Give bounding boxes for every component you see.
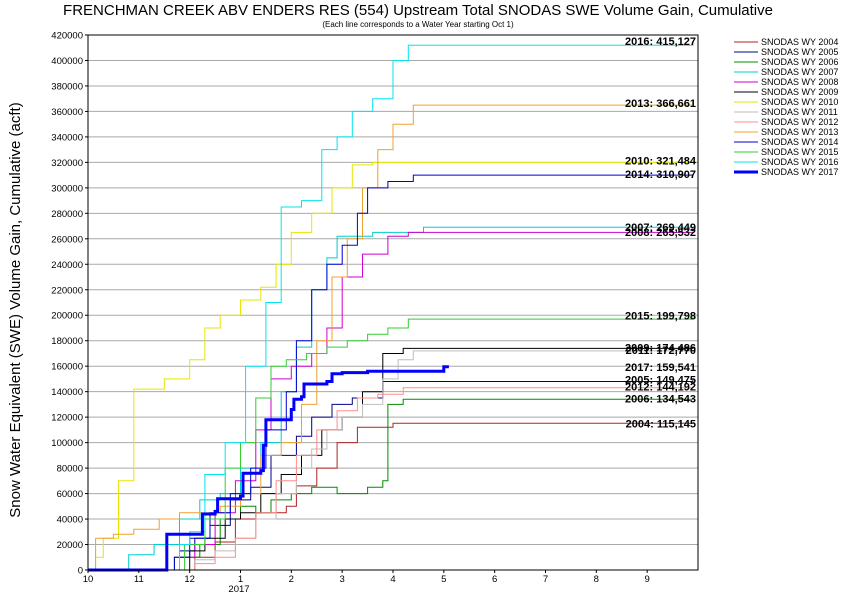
series-line-snodas-wy-2013 <box>88 102 694 571</box>
series-line-snodas-wy-2014 <box>88 174 694 571</box>
legend-item-label: SNODAS WY 2007 <box>761 67 838 77</box>
legend-item-label: SNODAS WY 2013 <box>761 127 838 137</box>
y-tick-label: 280000 <box>51 209 83 220</box>
legend-item-label: SNODAS WY 2010 <box>761 97 838 107</box>
y-tick-label: 400000 <box>51 56 83 67</box>
series-end-label: 2013: 366,661 <box>625 98 696 110</box>
legend-item-label: SNODAS WY 2011 <box>761 107 838 117</box>
y-tick-label: 180000 <box>51 336 83 347</box>
y-tick-label: 220000 <box>51 285 83 296</box>
series-lines <box>88 41 694 572</box>
x-tick-label: 11 <box>134 574 144 585</box>
y-tick-label: 0 <box>78 566 83 577</box>
series-line-snodas-wy-2006 <box>88 398 694 571</box>
y-tick-label: 60000 <box>57 489 83 500</box>
legend-item-label: SNODAS WY 2008 <box>761 77 838 87</box>
y-tick-label: 120000 <box>51 413 83 424</box>
series-line-snodas-wy-2016 <box>88 41 694 571</box>
x-tick-label: 2 <box>289 574 294 585</box>
y-axis-label: Snow Water Equivalent (SWE) Volume Gain,… <box>7 102 24 517</box>
y-tick-label: 420000 <box>51 31 83 42</box>
series-end-label: 2007: 269,449 <box>625 222 696 234</box>
series-end-label: 2017: 159,541 <box>625 362 696 374</box>
series-end-label: 2012: 144,192 <box>625 381 696 393</box>
series-line-snodas-wy-2004 <box>88 422 693 571</box>
legend-item-label: SNODAS WY 2006 <box>761 57 838 67</box>
x-tick-label: 5 <box>441 574 446 585</box>
y-tick-label: 140000 <box>51 387 83 398</box>
legend-item-label: SNODAS WY 2009 <box>761 87 838 97</box>
series-end-label: 2009: 174,486 <box>625 343 696 355</box>
series-line-snodas-wy-2005 <box>88 379 694 571</box>
series-end-label: 2016: 415,127 <box>625 36 696 48</box>
legend-item-label: SNODAS WY 2014 <box>761 137 838 147</box>
legend-item-label: SNODAS WY 2016 <box>761 157 838 167</box>
series-end-label: 2004: 115,145 <box>626 418 696 430</box>
series-line-snodas-wy-2007 <box>88 226 694 571</box>
y-tick-label: 100000 <box>51 438 83 449</box>
y-tick-label: 320000 <box>51 158 83 169</box>
series-end-label: 2006: 134,543 <box>625 394 696 406</box>
x-tick-label: 12 <box>184 574 195 585</box>
x-tick-label: 9 <box>645 574 650 585</box>
series-end-label: 2014: 310,907 <box>625 169 696 181</box>
y-tick-label: 260000 <box>51 234 83 245</box>
series-end-label: 2010: 321,484 <box>625 155 697 167</box>
series-end-label: 2015: 199,798 <box>625 310 696 322</box>
y-tick-label: 240000 <box>51 260 83 271</box>
chart-title: FRENCHMAN CREEK ABV ENDERS RES (554) Ups… <box>63 2 773 19</box>
series-line-snodas-wy-2010 <box>88 160 694 571</box>
series-end-label: 2011: 172,770 <box>626 345 696 357</box>
plot-frame <box>87 34 699 571</box>
x-axis-year-label: 2017 <box>228 584 249 595</box>
y-tick-label: 160000 <box>51 362 83 373</box>
y-tick-label: 20000 <box>57 540 83 551</box>
legend-item-label: SNODAS WY 2015 <box>761 147 838 157</box>
series-end-label: 2005: 149,475 <box>625 375 696 387</box>
y-tick-label: 200000 <box>51 311 83 322</box>
x-tick-label: 10 <box>83 574 94 585</box>
chart-subtitle: (Each line corresponds to a Water Year s… <box>322 20 514 29</box>
y-tick-label: 300000 <box>51 183 83 194</box>
series-line-snodas-wy-2008 <box>88 231 694 571</box>
series-line-snodas-wy-2012 <box>88 386 694 571</box>
x-tick-label: 8 <box>594 574 599 585</box>
x-tick-label: 7 <box>543 574 548 585</box>
x-axis-ticks: 10 11 12 1 2 3 4 5 6 7 8 9 <box>83 570 650 585</box>
x-tick-label: 4 <box>390 574 395 585</box>
x-tick-label: 3 <box>340 574 345 585</box>
y-tick-label: 40000 <box>57 515 83 526</box>
legend-item-label: SNODAS WY 2005 <box>761 47 838 57</box>
y-tick-label: 340000 <box>51 132 83 143</box>
y-axis-ticks: 0 20000 40000 60000 80000 100000 120000 140000 1… <box>51 31 88 577</box>
legend-item-label: SNODAS WY 2017 <box>761 167 838 177</box>
x-tick-label: 1 <box>238 574 243 585</box>
gridlines <box>88 34 698 571</box>
series-end-label: 2008: 265,532 <box>625 227 696 239</box>
series-end-labels: 2016: 415,127 2013: 366,661 2010: 321,484 2… <box>625 36 697 430</box>
x-tick-label: 6 <box>492 574 497 585</box>
legend-item-label: SNODAS WY 2004 <box>761 37 838 47</box>
series-line-snodas-wy-2017 <box>88 365 449 572</box>
series-line-snodas-wy-2011 <box>88 349 694 571</box>
legend-item-label: SNODAS WY 2012 <box>761 117 838 127</box>
y-tick-label: 380000 <box>51 81 83 92</box>
y-tick-label: 80000 <box>57 464 83 475</box>
y-tick-label: 360000 <box>51 107 83 118</box>
